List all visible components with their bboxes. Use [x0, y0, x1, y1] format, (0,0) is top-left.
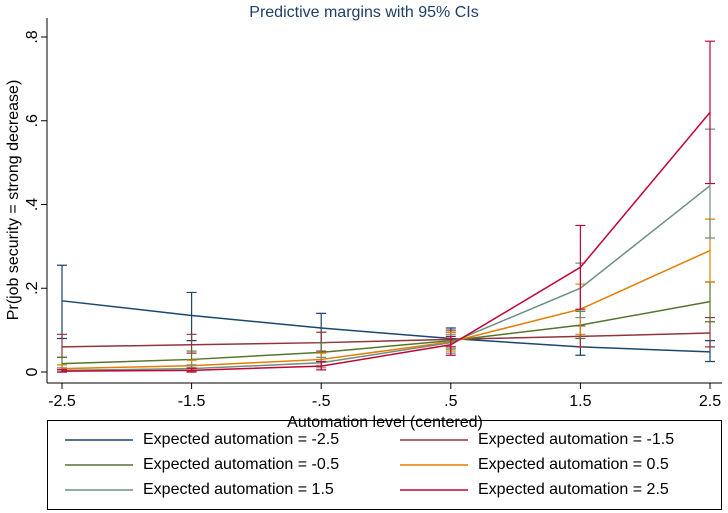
x-axis-label: Automation level (centered): [287, 414, 483, 431]
series-line: [61, 185, 711, 372]
legend-label: Expected automation = -2.5: [143, 431, 339, 448]
error-bar: [57, 333, 67, 358]
legend-label: Expected automation = 2.5: [478, 481, 669, 498]
y-tick-label: .8: [24, 30, 41, 43]
series-line: [61, 332, 711, 348]
legend-box: [47, 420, 722, 510]
legend-label: Expected automation = -0.5: [143, 456, 339, 473]
x-tick-label: 1.5: [569, 393, 591, 410]
series-line: [61, 249, 711, 370]
x-tick-label: -2.5: [48, 393, 76, 410]
x-tick-label: .5: [444, 393, 457, 410]
y-tick-label: 0: [24, 367, 41, 376]
x-tick-label: -.5: [312, 393, 331, 410]
error-bar: [445, 335, 456, 356]
y-tick-label: .2: [24, 281, 41, 294]
x-tick-label: -1.5: [178, 393, 206, 410]
legend-label: Expected automation = 1.5: [143, 481, 334, 498]
series-line: [61, 111, 711, 372]
y-axis-label: Pr(job security = strong decrease): [5, 80, 22, 321]
series-line: [61, 300, 711, 353]
y-tick-label: .4: [24, 198, 41, 211]
legend-label: Expected automation = -1.5: [478, 431, 674, 448]
series-line: [61, 300, 711, 365]
error-bar: [186, 333, 197, 354]
chart-title: Predictive margins with 95% CIs: [249, 4, 478, 21]
x-tick-label: 2.5: [699, 393, 721, 410]
y-tick-label: .6: [24, 114, 41, 127]
legend-label: Expected automation = 0.5: [478, 456, 669, 473]
